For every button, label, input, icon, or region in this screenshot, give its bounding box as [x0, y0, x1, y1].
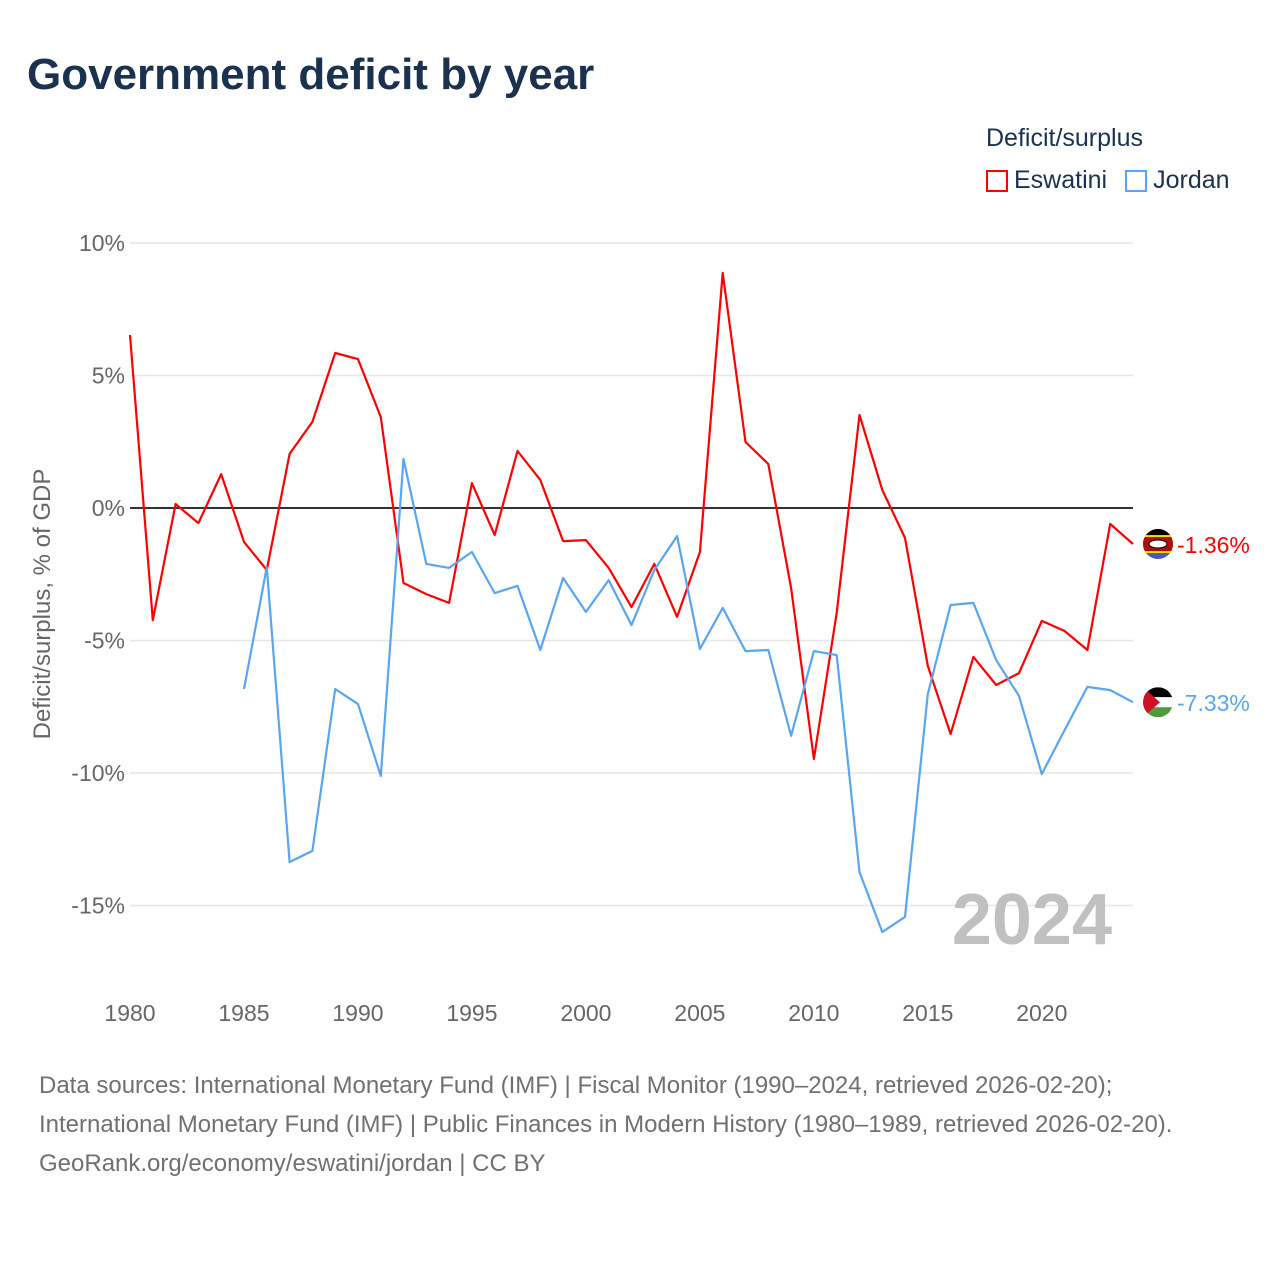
- x-tick-label: 1980: [104, 1000, 155, 1026]
- flag-jordan: [1143, 687, 1173, 718]
- flag-icon-eswatini: [1143, 529, 1173, 560]
- flag-stripe: [1143, 687, 1173, 698]
- series-line-eswatini: [128, 271, 1134, 761]
- flag-top: [1143, 529, 1173, 536]
- flag-eswatini: [1143, 529, 1173, 560]
- y-tick-label: 0%: [92, 495, 125, 521]
- y-tick-label: -10%: [71, 760, 125, 786]
- x-tick-label: 1995: [446, 1000, 497, 1026]
- flag-icon-jordan: [1143, 687, 1173, 718]
- x-tick-label: 2015: [902, 1000, 953, 1026]
- legend-swatch-eswatini: [986, 169, 1008, 192]
- x-tick-label: 1985: [218, 1000, 269, 1026]
- year-watermark: 2024: [952, 880, 1112, 960]
- data-sources: Data sources: International Monetary Fun…: [39, 1072, 1173, 1138]
- x-tick-label: 2000: [560, 1000, 611, 1026]
- x-tick-label: 2005: [674, 1000, 725, 1026]
- x-tick-label: 2020: [1016, 1000, 1067, 1026]
- y-tick-label: 5%: [92, 363, 125, 389]
- flag-triangle: [1143, 687, 1160, 718]
- y-axis-label: Deficit/surplus, % of GDP: [29, 469, 56, 740]
- legend-label: Eswatini: [1014, 166, 1108, 194]
- series-line-jordan: [242, 457, 1134, 934]
- credit-link[interactable]: GeoRank.org/economy/eswatini/jordan | CC…: [39, 1150, 546, 1177]
- end-value-label-eswatini: -1.36%: [1177, 532, 1250, 558]
- x-tick-label: 2010: [788, 1000, 839, 1026]
- legend-swatch-jordan: [1125, 169, 1148, 192]
- legend: Eswatini Jordan: [986, 166, 1230, 195]
- legend-title: Deficit/surplus: [986, 124, 1143, 152]
- end-value-label-jordan: -7.33%: [1177, 690, 1250, 716]
- y-tick-label: 10%: [79, 230, 125, 256]
- footer: Data sources: International Monetary Fun…: [39, 1066, 1239, 1183]
- legend-label: Jordan: [1153, 166, 1230, 194]
- chart-title: Government deficit by year: [27, 50, 595, 99]
- x-tick-label: 1990: [332, 1000, 383, 1026]
- y-tick-label: -5%: [84, 628, 125, 654]
- legend-item-jordan[interactable]: Jordan: [1125, 166, 1230, 195]
- y-tick-label: -15%: [71, 893, 125, 919]
- legend-item-eswatini[interactable]: Eswatini: [986, 166, 1107, 195]
- flag-stripe: [1143, 707, 1173, 718]
- flag-shield: [1148, 539, 1168, 549]
